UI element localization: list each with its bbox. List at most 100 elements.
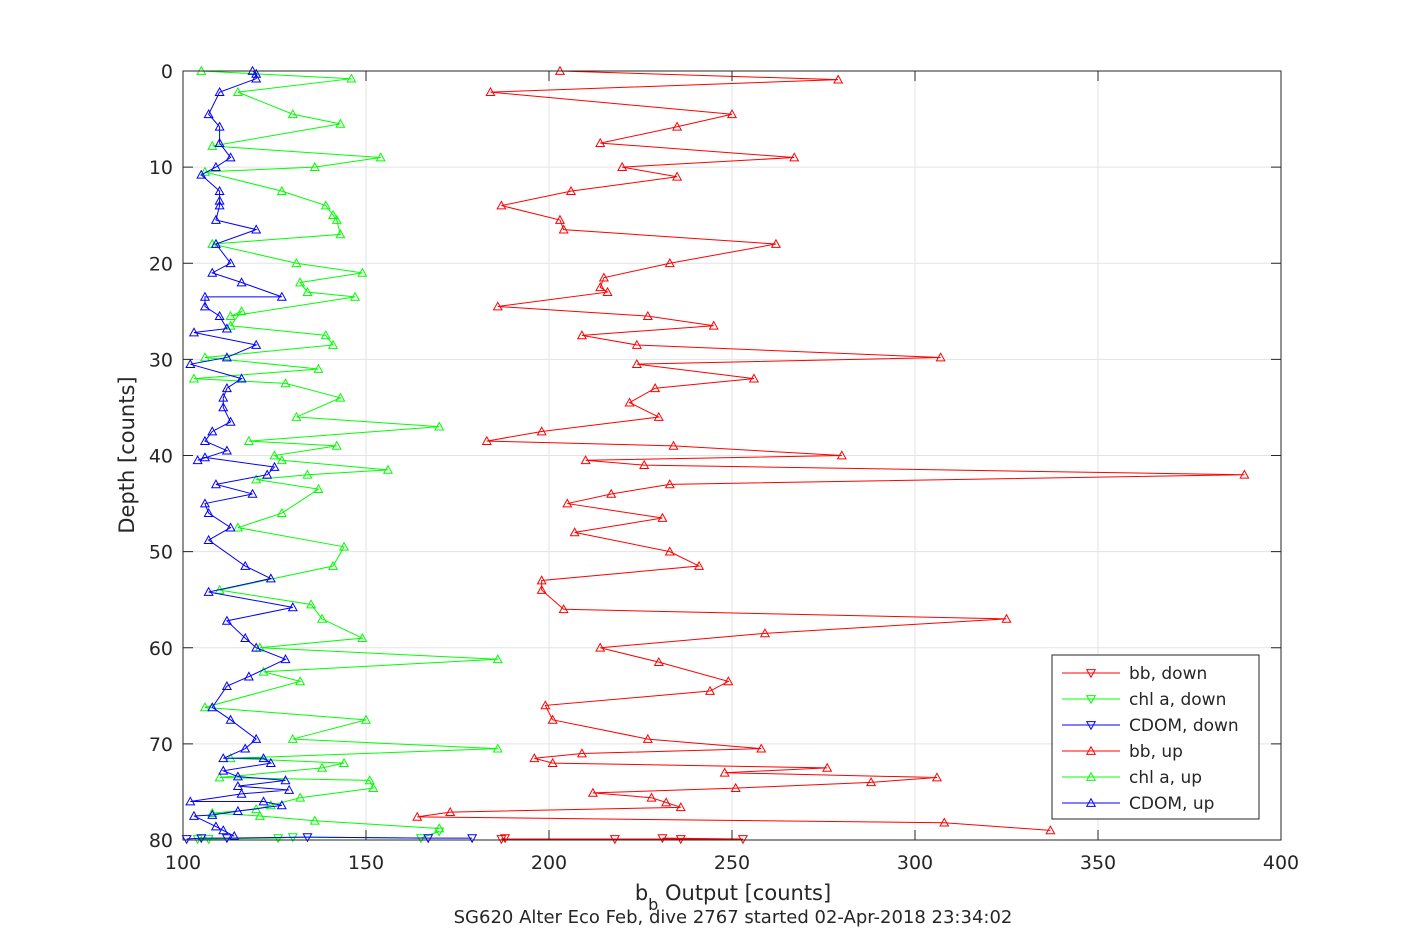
legend-label: chl a, up [1129, 768, 1202, 788]
data-point [291, 258, 302, 268]
data-point [218, 765, 229, 775]
data-point [203, 586, 214, 596]
data-point [756, 743, 767, 753]
y-axis-label: Depth [counts] [115, 376, 139, 533]
data-point [210, 238, 221, 248]
series-5 [185, 65, 298, 841]
data-point [269, 450, 280, 460]
data-point [207, 702, 218, 712]
series-3 [412, 65, 1250, 835]
data-point [672, 121, 683, 131]
data-point [284, 784, 295, 794]
data-point [653, 656, 664, 667]
data-point [331, 214, 342, 224]
data-point [199, 352, 211, 362]
y-tick-label: 40 [149, 446, 173, 468]
data-point [280, 654, 291, 664]
data-point [939, 817, 950, 827]
data-point [467, 834, 478, 844]
data-point [434, 823, 445, 833]
data-point [375, 152, 386, 162]
data-point [214, 195, 225, 205]
data-point [576, 748, 587, 758]
data-point [657, 512, 668, 522]
y-axis: 0 10 20 30 40 50 60 70 80 [149, 61, 1281, 852]
data-point [295, 277, 306, 287]
data-point [221, 382, 232, 393]
data-point [287, 109, 298, 119]
data-point [595, 282, 606, 292]
data-point [642, 733, 653, 743]
data-point [236, 277, 247, 287]
data-point [295, 792, 306, 802]
data-point [214, 772, 225, 782]
data-point [203, 534, 214, 544]
data-point [232, 805, 243, 816]
data-point [664, 546, 675, 556]
data-point [207, 809, 218, 819]
data-point [328, 560, 339, 570]
y-tick-label: 70 [149, 734, 173, 756]
legend-label: CDOM, down [1129, 716, 1239, 736]
data-point [536, 584, 547, 594]
y-tick-label: 60 [149, 638, 173, 660]
data-point [789, 152, 800, 162]
data-point [306, 599, 317, 609]
data-point [210, 821, 221, 831]
data-point [254, 810, 265, 820]
data-point [276, 800, 287, 810]
data-point [331, 440, 342, 450]
data-point [218, 392, 229, 402]
plot-series [181, 65, 1250, 845]
data-point [481, 435, 492, 445]
data-point [265, 800, 276, 810]
x-axis-label: bb Output [counts] [635, 881, 831, 914]
data-point [192, 455, 203, 465]
data-point [236, 373, 247, 383]
data-point [445, 806, 456, 816]
data-point [309, 161, 320, 171]
data-point [587, 787, 598, 797]
data-point [258, 753, 269, 763]
data-point [536, 575, 547, 585]
data-point [214, 310, 225, 320]
data-point [251, 224, 262, 234]
data-point [708, 320, 719, 330]
data-point [225, 522, 236, 532]
series-2 [181, 833, 478, 845]
data-point [232, 522, 243, 532]
data-point [240, 743, 251, 753]
data-point [280, 775, 291, 785]
data-point [434, 421, 445, 431]
legend-marker [1085, 771, 1097, 781]
data-point [218, 753, 229, 763]
legend-marker [1085, 669, 1097, 679]
x-tick-label: 300 [897, 852, 933, 874]
data-point [225, 320, 236, 330]
data-point [558, 604, 569, 614]
data-point [836, 450, 847, 460]
data-point [207, 426, 218, 436]
data-point [214, 185, 225, 196]
data-point [423, 834, 434, 844]
data-point [251, 642, 262, 652]
data-point [207, 267, 218, 277]
legend-box [1051, 654, 1260, 820]
data-point [243, 435, 254, 445]
data-point [346, 73, 357, 83]
data-point [657, 834, 668, 844]
data-point [598, 272, 609, 282]
data-point [295, 676, 306, 686]
data-point [1001, 613, 1012, 623]
data-point [302, 469, 313, 479]
x-axis-label-subscript: b [648, 895, 658, 914]
x-axis-label-rest: Output [counts] [658, 881, 831, 905]
data-point [188, 327, 200, 337]
data-point [569, 527, 580, 537]
y-tick-label: 80 [149, 830, 173, 852]
data-point [265, 757, 276, 767]
x-tick-label: 400 [1263, 852, 1299, 874]
data-point [232, 86, 243, 97]
data-point [185, 358, 196, 369]
